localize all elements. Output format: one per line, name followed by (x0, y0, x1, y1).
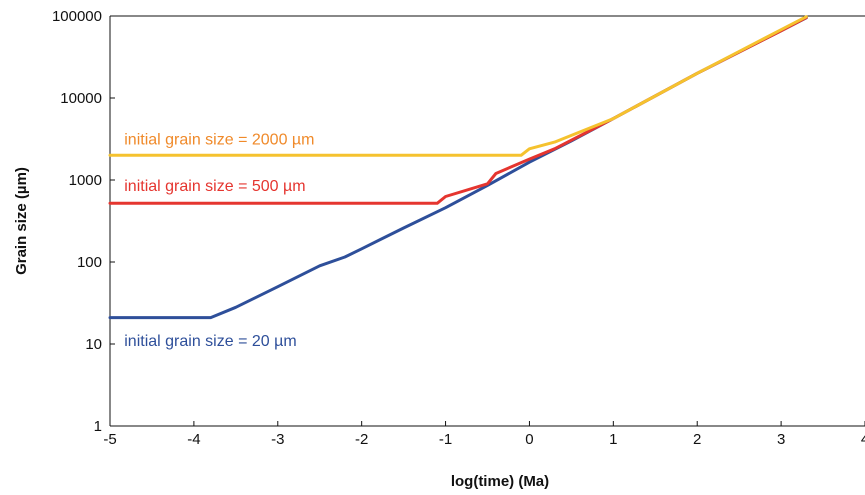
x-tick-label: -5 (103, 431, 116, 448)
x-axis-title: log(time) (Ma) (451, 473, 549, 490)
series-line (108, 16, 808, 205)
y-tick-label: 10 (85, 336, 102, 353)
series-annotation: initial grain size = 500 µm (124, 178, 305, 195)
y-tick-label: 1 (94, 418, 102, 435)
x-tick-label: 3 (777, 431, 785, 448)
series-annotation: initial grain size = 2000 µm (124, 132, 314, 149)
y-tick-label: 1000 (69, 172, 102, 189)
y-tick-label: 10000 (60, 90, 102, 107)
plot-frame (109, 15, 865, 427)
x-tick-label: -4 (187, 431, 200, 448)
x-tick-label: 1 (609, 431, 617, 448)
series-line (108, 15, 808, 157)
y-tick-label: 100 (77, 254, 102, 271)
x-tick-label: 4 (861, 431, 865, 448)
y-tick-label: 100000 (52, 8, 102, 25)
series-annotation: initial grain size = 20 µm (124, 333, 296, 350)
series-lines (108, 15, 808, 320)
annotations: initial grain size = 2000 µm initial grai… (124, 132, 314, 350)
axis-ticks: -5 -4 -3 -2 -1 0 1 2 3 4 1 10 100 1000 10000 100000 (52, 8, 865, 448)
series-line (108, 16, 808, 320)
x-tick-label: -2 (355, 431, 368, 448)
y-axis-title: Grain size (µm) (13, 167, 30, 275)
x-tick-label: 2 (693, 431, 701, 448)
x-tick-label: 0 (525, 431, 533, 448)
x-tick-label: -3 (271, 431, 284, 448)
x-tick-label: -1 (439, 431, 452, 448)
